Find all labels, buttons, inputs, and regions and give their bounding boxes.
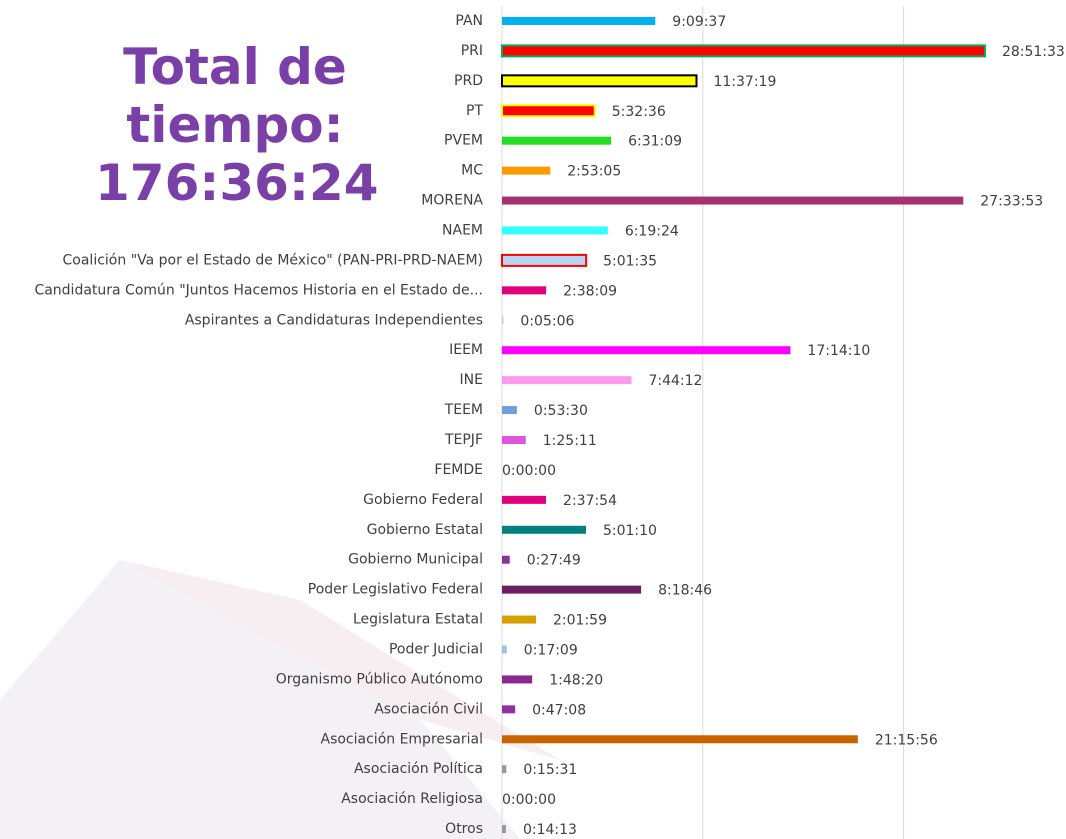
y-tick-label: TEEM [444, 402, 483, 418]
bar [501, 253, 588, 267]
value-label: 21:15:56 [875, 732, 938, 748]
value-label: 7:44:12 [648, 373, 702, 389]
y-tick-label: MC [461, 163, 483, 179]
bar [502, 166, 551, 175]
bar [502, 585, 642, 594]
y-tick-label: Candidatura Común "Juntos Hacemos Histor… [34, 282, 483, 298]
watermark [0, 560, 520, 839]
value-label: 0:14:13 [523, 822, 577, 838]
watermark [120, 560, 560, 760]
bar [502, 735, 858, 744]
bar [502, 376, 632, 385]
y-tick-label: TEPJF [444, 432, 483, 448]
value-label: 1:48:20 [549, 672, 603, 688]
y-tick-label: Asociación Religiosa [341, 791, 483, 807]
value-label: 0:47:08 [532, 702, 586, 718]
y-tick-label: Organismo Público Autónomo [276, 671, 483, 687]
value-label: 0:05:06 [520, 313, 574, 329]
bar [502, 286, 547, 295]
bar [502, 615, 537, 624]
value-label: 0:00:00 [502, 463, 556, 479]
value-label: 9:09:37 [672, 14, 726, 30]
value-label: 0:00:00 [502, 792, 556, 808]
value-label: 2:01:59 [553, 613, 607, 629]
value-label: 8:18:46 [658, 583, 712, 599]
value-label: 6:31:09 [628, 134, 682, 150]
bar [501, 74, 698, 88]
value-label: 0:15:31 [523, 762, 577, 778]
bar [502, 226, 608, 235]
value-label: 17:14:10 [807, 343, 870, 359]
y-tick-label: Otros [445, 821, 483, 837]
y-tick-label: Asociación Empresarial [321, 731, 484, 747]
bar [502, 825, 506, 834]
bar [502, 525, 586, 534]
y-tick-label: PT [466, 103, 483, 119]
value-label: 27:33:53 [980, 194, 1043, 210]
y-tick-label: Poder Legislativo Federal [308, 582, 483, 598]
value-label: 6:19:24 [625, 223, 679, 239]
y-tick-label: Gobierno Estatal [367, 522, 483, 538]
y-tick-label: PVEM [444, 133, 483, 149]
bar [502, 406, 517, 415]
bar [502, 645, 507, 654]
value-label: 28:51:33 [1002, 44, 1065, 60]
bar [502, 196, 964, 205]
bar [501, 104, 596, 118]
y-tick-label: Asociación Civil [374, 701, 483, 717]
bar [502, 435, 526, 444]
y-tick-label: Aspirantes a Candidaturas Independientes [185, 312, 483, 328]
y-tick-label: Coalición "Va por el Estado de México" (… [63, 252, 483, 268]
y-tick-label: INE [460, 372, 483, 388]
value-label: 2:37:54 [563, 493, 617, 509]
bar [502, 346, 791, 355]
value-label: 5:01:10 [603, 523, 657, 539]
value-label: 2:38:09 [563, 283, 617, 299]
y-tick-label: IEEM [449, 342, 483, 358]
y-tick-label: Gobierno Municipal [348, 552, 483, 568]
bar [502, 316, 504, 325]
bar [502, 675, 533, 684]
value-label: 1:25:11 [543, 433, 597, 449]
bar [502, 136, 612, 145]
value-label: 5:01:35 [603, 253, 657, 269]
value-label: 5:32:36 [612, 104, 666, 120]
y-tick-label: MORENA [421, 193, 483, 209]
bar [502, 705, 516, 714]
y-tick-label: Legislatura Estatal [353, 612, 483, 628]
y-tick-label: FEMDE [434, 462, 483, 478]
bar [502, 495, 547, 504]
value-label: 0:17:09 [524, 642, 578, 658]
value-label: 0:27:49 [527, 553, 581, 569]
y-tick-label: Poder Judicial [389, 641, 483, 657]
y-tick-label: Gobierno Federal [363, 492, 483, 508]
bar [502, 765, 507, 774]
bar [502, 16, 656, 25]
bar [501, 44, 986, 58]
chart-title: Total de tiempo: 176:36:24 [95, 38, 379, 212]
bar [502, 555, 510, 564]
y-tick-label: PRI [461, 43, 483, 59]
y-tick-label: Asociación Política [354, 761, 483, 777]
value-label: 0:53:30 [534, 403, 588, 419]
value-label: 11:37:19 [713, 74, 776, 90]
y-tick-label: NAEM [442, 222, 483, 238]
value-label: 2:53:05 [567, 164, 621, 180]
y-tick-label: PAN [455, 13, 483, 29]
y-tick-label: PRD [454, 73, 483, 89]
